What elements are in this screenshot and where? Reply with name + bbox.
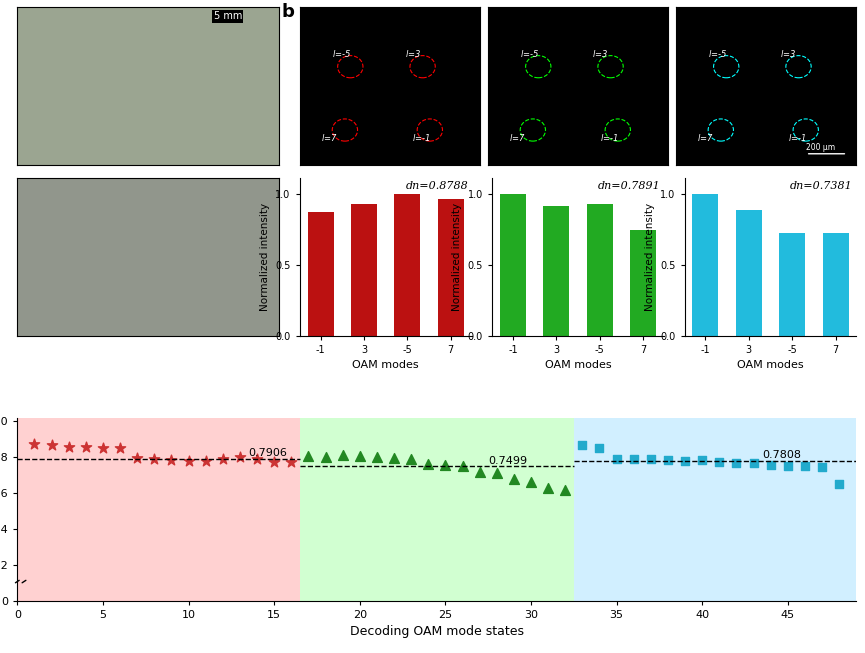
Bar — [351, 204, 377, 336]
Point — [353, 451, 367, 462]
Y-axis label: Normalized intensity: Normalized intensity — [260, 202, 270, 311]
Point — [164, 454, 178, 465]
Point — [199, 456, 213, 466]
Point — [28, 439, 42, 449]
Point — [746, 457, 760, 468]
Point — [627, 454, 641, 464]
Point — [472, 466, 486, 477]
Point — [610, 454, 624, 464]
Point — [541, 483, 555, 493]
Bar — [630, 230, 657, 336]
X-axis label: OAM modes: OAM modes — [545, 360, 612, 370]
Point — [421, 459, 435, 470]
Point — [216, 454, 230, 464]
Text: 0.7499: 0.7499 — [488, 456, 528, 466]
Point — [318, 452, 332, 462]
Bar — [573, 418, 856, 601]
X-axis label: OAM modes: OAM modes — [737, 360, 804, 370]
Point — [661, 454, 675, 465]
Point — [147, 454, 161, 464]
Text: 5 mm: 5 mm — [214, 11, 242, 22]
Point — [507, 473, 521, 484]
Text: $l$=-5: $l$=-5 — [332, 48, 351, 59]
Point — [250, 454, 264, 464]
Point — [764, 460, 778, 471]
Text: $l$=-1: $l$=-1 — [412, 132, 430, 143]
Point — [404, 454, 418, 464]
Point — [79, 442, 93, 453]
Point — [524, 477, 538, 488]
Bar — [394, 195, 420, 336]
Bar — [823, 233, 849, 336]
Text: $l$=3: $l$=3 — [593, 48, 609, 59]
Bar — [692, 195, 719, 336]
Point — [267, 456, 281, 467]
X-axis label: Decoding OAM mode states: Decoding OAM mode states — [349, 626, 524, 639]
Point — [713, 456, 727, 467]
Point — [678, 456, 692, 466]
Point — [575, 439, 589, 450]
Point — [302, 451, 316, 462]
Bar — [543, 206, 569, 336]
Point — [729, 457, 743, 468]
Text: 200 μm: 200 μm — [805, 143, 835, 152]
Bar — [300, 418, 573, 601]
Point — [45, 439, 59, 450]
Point — [113, 443, 127, 454]
Text: $l$=-1: $l$=-1 — [788, 132, 806, 143]
Point — [233, 452, 247, 462]
Bar — [500, 195, 526, 336]
Text: $l$=-5: $l$=-5 — [520, 48, 540, 59]
Point — [456, 461, 470, 471]
Point — [695, 454, 709, 465]
Point — [815, 462, 829, 472]
Point — [285, 456, 298, 467]
Text: $l$=7: $l$=7 — [509, 132, 526, 143]
Point — [593, 443, 606, 454]
Text: 0.7906: 0.7906 — [248, 448, 287, 458]
Y-axis label: Normalized intensity: Normalized intensity — [452, 202, 462, 311]
Point — [439, 460, 452, 471]
Point — [558, 485, 572, 496]
Point — [61, 441, 75, 452]
Bar — [586, 204, 612, 336]
Text: $l$=-5: $l$=-5 — [708, 48, 727, 59]
X-axis label: OAM modes: OAM modes — [352, 360, 419, 370]
Point — [336, 451, 349, 461]
Point — [832, 479, 846, 489]
Point — [388, 453, 401, 464]
Text: b: b — [282, 3, 294, 22]
Point — [644, 454, 657, 464]
Point — [131, 453, 144, 464]
Text: dn=0.7891: dn=0.7891 — [598, 181, 661, 191]
Text: dn=0.7381: dn=0.7381 — [790, 181, 853, 191]
Bar — [736, 210, 762, 336]
Text: $l$=3: $l$=3 — [780, 48, 797, 59]
Bar — [438, 199, 464, 336]
Bar — [17, 418, 300, 601]
Point — [96, 443, 110, 454]
Y-axis label: Normalized intensity: Normalized intensity — [644, 202, 655, 311]
Bar — [779, 233, 805, 336]
Point — [781, 461, 795, 471]
Point — [490, 468, 503, 479]
Point — [370, 452, 384, 462]
Text: $l$=3: $l$=3 — [405, 48, 420, 59]
Text: $l$=-1: $l$=-1 — [599, 132, 618, 143]
Text: $l$=7: $l$=7 — [697, 132, 714, 143]
Point — [182, 456, 195, 466]
Text: 0.7808: 0.7808 — [762, 450, 801, 460]
Text: $l$=7: $l$=7 — [322, 132, 338, 143]
Bar — [308, 212, 334, 336]
Point — [798, 461, 812, 471]
Text: dn=0.8788: dn=0.8788 — [406, 181, 468, 191]
